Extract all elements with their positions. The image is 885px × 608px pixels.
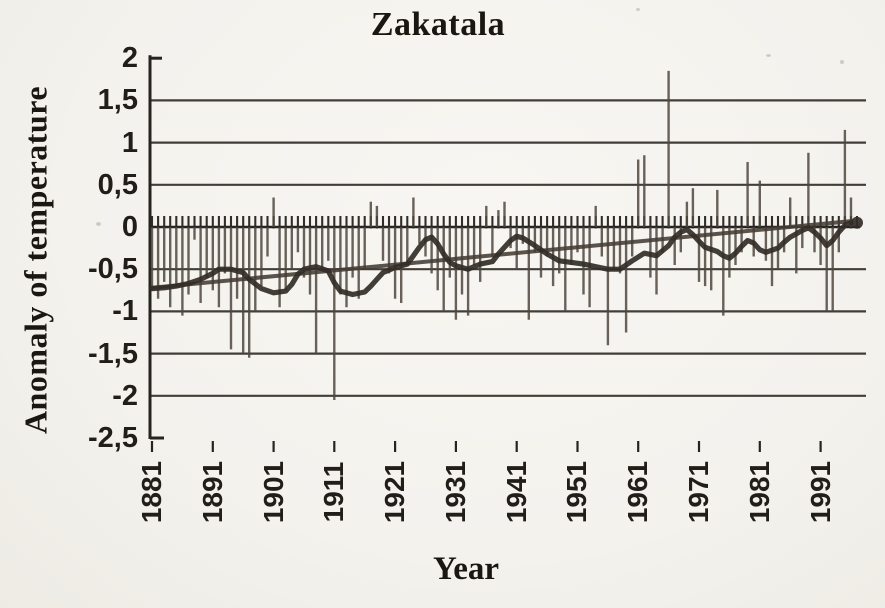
x-tick-label: 1991 bbox=[804, 460, 836, 524]
x-tick-label: 1971 bbox=[683, 460, 715, 524]
y-tick-label: -2,5 bbox=[88, 422, 138, 454]
y-tick-label: -2 bbox=[112, 379, 138, 412]
y-tick-label: -1,5 bbox=[88, 337, 138, 370]
anomaly-bars bbox=[150, 70, 853, 400]
x-tick-label: 1981 bbox=[743, 460, 775, 524]
x-tick-label: 1931 bbox=[439, 460, 471, 524]
scan-speck bbox=[636, 8, 640, 11]
y-axis bbox=[148, 55, 164, 440]
x-tick-label: 1961 bbox=[622, 460, 654, 524]
x-tick-label: 1951 bbox=[561, 460, 593, 524]
y-tick-label: -1 bbox=[112, 295, 138, 328]
scan-speck bbox=[96, 222, 101, 226]
gridlines bbox=[150, 99, 866, 397]
scan-speck bbox=[840, 60, 844, 64]
moving-average-line bbox=[149, 220, 854, 298]
y-tick-label: 0 bbox=[121, 211, 138, 243]
x-tick-label: 1891 bbox=[196, 460, 228, 524]
moving-average-end-marker bbox=[851, 216, 863, 229]
scan-speck bbox=[766, 54, 771, 57]
y-tick-label: -0,5 bbox=[88, 253, 138, 286]
decade-ticks bbox=[150, 441, 822, 452]
x-axis-title: Year bbox=[433, 551, 499, 587]
x-tick-label: 1921 bbox=[379, 460, 411, 524]
x-tick-label: 1911 bbox=[318, 461, 350, 523]
x-tick-label: 1941 bbox=[500, 460, 532, 524]
y-tick-label: 1 bbox=[121, 126, 138, 159]
x-tick-label: 1901 bbox=[257, 460, 289, 524]
y-tick-label: 1,5 bbox=[97, 84, 138, 117]
chart-title: Zakatala bbox=[370, 6, 506, 43]
y-tick-label: 0,5 bbox=[97, 168, 138, 201]
x-tick-label: 1881 bbox=[136, 460, 167, 524]
y-tick-label: 2 bbox=[121, 42, 138, 75]
